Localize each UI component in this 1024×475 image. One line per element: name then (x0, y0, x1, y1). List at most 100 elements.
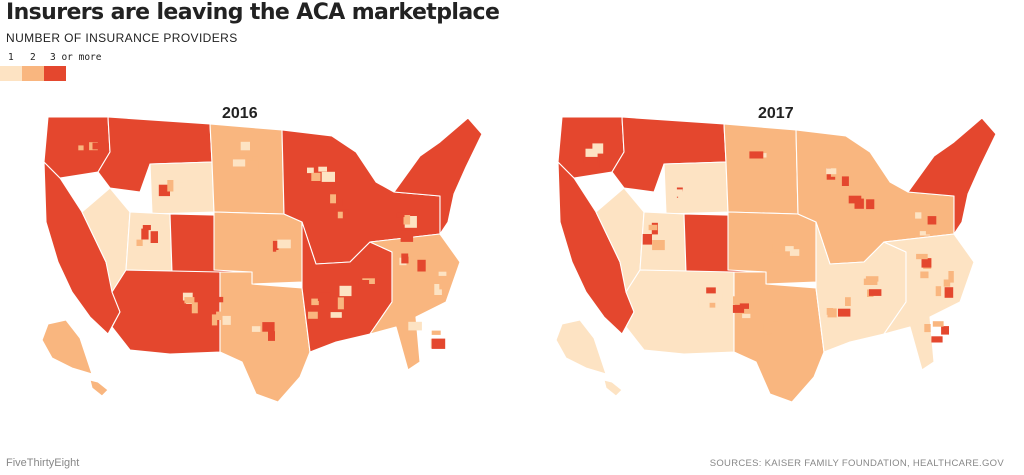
county-patch (733, 296, 739, 305)
county-patch (742, 313, 751, 319)
county-patch (280, 249, 292, 257)
county-patch (222, 315, 231, 325)
county-patch (142, 225, 151, 231)
county-patch (403, 215, 411, 225)
county-patch (592, 143, 604, 154)
county-patch (921, 258, 932, 268)
sources-note: SOURCES: KAISER FAMILY FOUNDATION, HEALT… (709, 458, 1004, 469)
county-patch (396, 212, 405, 218)
county-patch (417, 259, 426, 272)
county-patch (826, 168, 837, 175)
county-patch (167, 180, 174, 192)
county-patch (585, 148, 598, 157)
county-patch (785, 246, 794, 252)
county-patch (307, 167, 314, 174)
county-patch (184, 297, 195, 304)
county-patch (277, 239, 291, 249)
us-map-2016 (41, 116, 483, 403)
county-patch (431, 338, 446, 349)
county-patch (150, 231, 158, 243)
county-patch (690, 177, 697, 188)
legend-swatch-1 (0, 66, 22, 81)
county-patch (439, 281, 448, 290)
county-patch (772, 244, 782, 253)
county-patch (866, 199, 875, 210)
county-patch (276, 250, 286, 260)
county-patch (141, 228, 149, 240)
county-patch (250, 160, 259, 172)
county-patch (211, 314, 218, 326)
county-patch (948, 271, 954, 283)
county-patch (944, 287, 954, 298)
county-patch (257, 328, 266, 336)
county-patch (272, 240, 279, 252)
county-patches-2017 (583, 143, 954, 343)
county-patch (330, 312, 342, 318)
map-regions-2017 (555, 116, 997, 403)
us-map-2017 (555, 116, 997, 403)
county-patch (698, 297, 705, 308)
county-patch (400, 230, 414, 242)
county-patch (252, 156, 258, 163)
hawaii-region-2016 (89, 379, 109, 397)
county-patch (308, 311, 318, 319)
county-patch (342, 198, 356, 207)
county-patch (251, 326, 261, 332)
county-patch (404, 216, 417, 228)
county-patch (318, 166, 327, 172)
county-patch (431, 330, 441, 335)
county-patch (339, 285, 352, 297)
county-patch (330, 194, 336, 204)
southeast-region-2016 (369, 233, 461, 371)
county-patch (849, 206, 858, 213)
hawaii-region-2017 (603, 379, 623, 397)
alaska-region-2016 (41, 319, 93, 375)
county-patch (925, 225, 937, 235)
map-title-2017: 2017 (758, 105, 794, 122)
legend-label-1: 1 (8, 52, 14, 63)
county-patch (317, 292, 331, 301)
county-patch (434, 284, 442, 295)
county-patch (767, 325, 773, 334)
county-patch (924, 324, 931, 333)
northeast-region-2017 (907, 117, 997, 235)
dakotas-region-2017 (723, 123, 799, 215)
county-patch (841, 176, 849, 186)
county-patch (262, 322, 275, 332)
county-patch (216, 311, 223, 320)
county-patch (919, 231, 930, 236)
county-patch (311, 298, 319, 306)
county-patch (709, 302, 716, 308)
southeast-region-2017 (883, 233, 975, 371)
county-patch (92, 142, 100, 150)
county-patch (158, 184, 172, 197)
county-patch (777, 249, 790, 259)
utah-region-2016 (125, 211, 173, 273)
county-patch (438, 271, 447, 276)
county-patch (739, 303, 749, 309)
county-patch (175, 182, 184, 188)
texas-region-2017 (733, 271, 825, 403)
county-patch (931, 336, 943, 343)
legend-swatch-2 (22, 66, 44, 81)
legend-label-2: 2 (30, 52, 36, 63)
county-patch (337, 297, 344, 310)
county-patch (136, 239, 143, 246)
county-patch (337, 211, 343, 219)
county-patch (648, 224, 658, 231)
county-patch (943, 279, 951, 287)
county-patch (408, 252, 419, 257)
southwest-region-2017 (625, 269, 735, 355)
legend-label-3-or-more: 3 or more (50, 52, 102, 63)
county-patch (652, 240, 665, 251)
county-patch (268, 331, 275, 341)
county-patch (863, 278, 878, 285)
brand-logo: FiveThirtyEight (6, 457, 80, 469)
county-patch (642, 234, 652, 245)
dakotas-region-2016 (209, 123, 285, 215)
county-patch (941, 326, 949, 335)
county-patch (678, 191, 690, 203)
alaska-region-2017 (555, 319, 607, 375)
map-title-2016: 2016 (222, 105, 258, 122)
county-patch (935, 286, 942, 297)
